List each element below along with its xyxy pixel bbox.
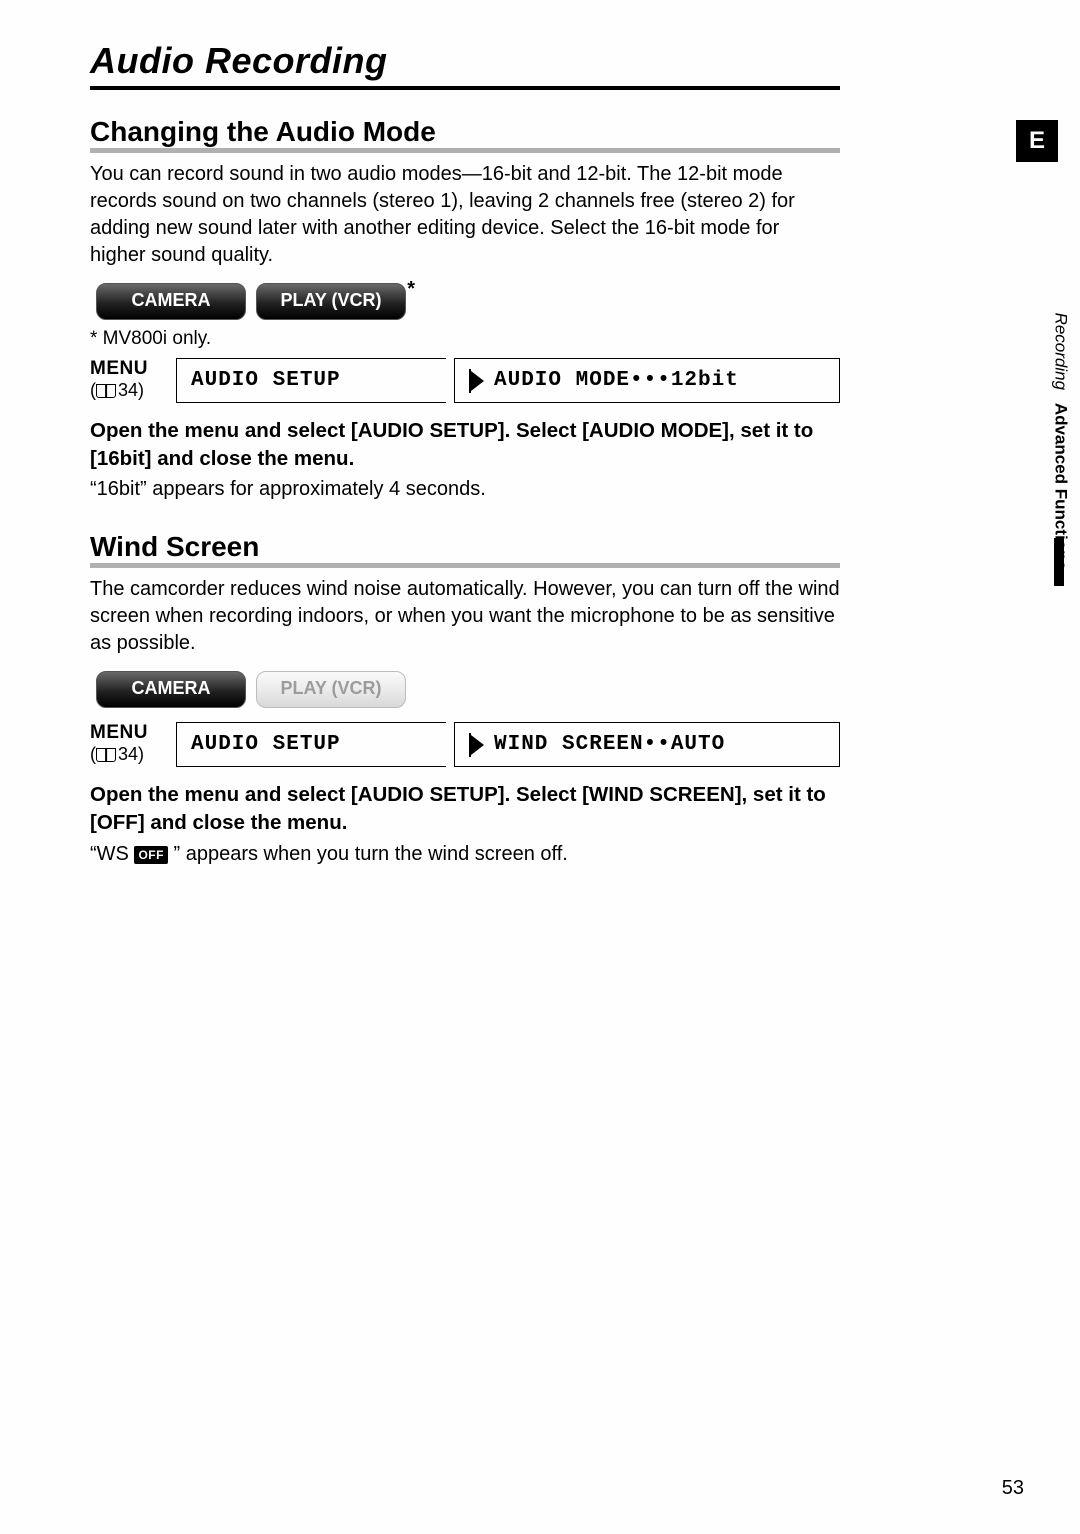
off-badge-icon: OFF bbox=[134, 846, 168, 864]
triangle-icon bbox=[471, 371, 484, 391]
section2-body: The camcorder reduces wind noise automat… bbox=[90, 576, 840, 657]
section1-body: You can record sound in two audio modes—… bbox=[90, 161, 840, 269]
menu-label-1: MENU (34) bbox=[90, 358, 168, 403]
side-label: Recording Advanced Functions bbox=[1014, 540, 1064, 840]
menu-label-2: MENU (34) bbox=[90, 722, 168, 767]
asterisk-icon: * bbox=[407, 278, 415, 301]
side-text-italic: Recording bbox=[1051, 313, 1070, 391]
book-icon bbox=[96, 384, 116, 398]
instruction-1: Open the menu and select [AUDIO SETUP]. … bbox=[90, 417, 840, 472]
setting-box-2: WIND SCREEN••AUTO bbox=[454, 722, 840, 767]
menu-title-2: MENU bbox=[90, 722, 168, 744]
section-heading-wind-screen: Wind Screen bbox=[90, 531, 840, 568]
triangle-icon bbox=[471, 735, 484, 755]
mode-row-2: CAMERA PLAY (VCR) bbox=[96, 671, 840, 708]
menu-row-1: MENU (34) AUDIO SETUP AUDIO MODE•••12bit bbox=[90, 358, 840, 403]
mode-play-pill: PLAY (VCR) * bbox=[256, 283, 406, 320]
note-2: “WS OFF ” appears when you turn the wind… bbox=[90, 841, 840, 868]
setting-box-1: AUDIO MODE•••12bit bbox=[454, 358, 840, 403]
side-text-bold: Advanced Functions bbox=[1051, 403, 1070, 570]
setting-label-2: WIND SCREEN••AUTO bbox=[494, 733, 725, 756]
mode-row-1: CAMERA PLAY (VCR) * bbox=[96, 283, 840, 320]
side-text: Recording Advanced Functions bbox=[1050, 313, 1070, 570]
instruction-2: Open the menu and select [AUDIO SETUP]. … bbox=[90, 781, 840, 836]
menu-ref-2: (34) bbox=[90, 744, 168, 765]
setting-label-1: AUDIO MODE•••12bit bbox=[494, 369, 739, 392]
menu-ref-num-1: 34 bbox=[118, 380, 138, 400]
book-icon bbox=[96, 748, 116, 762]
menu-row-2: MENU (34) AUDIO SETUP WIND SCREEN••AUTO bbox=[90, 722, 840, 767]
note-1: “16bit” appears for approximately 4 seco… bbox=[90, 476, 840, 503]
page-content: Audio Recording Changing the Audio Mode … bbox=[90, 40, 840, 896]
setup-box-2: AUDIO SETUP bbox=[176, 722, 446, 767]
mode-camera-pill-2: CAMERA bbox=[96, 671, 246, 708]
side-tab: E bbox=[1016, 120, 1058, 162]
mode-play-label: PLAY (VCR) bbox=[280, 290, 381, 310]
setup-box-1: AUDIO SETUP bbox=[176, 358, 446, 403]
menu-ref-num-2: 34 bbox=[118, 744, 138, 764]
page-title: Audio Recording bbox=[90, 40, 840, 90]
section-heading-audio-mode: Changing the Audio Mode bbox=[90, 116, 840, 153]
menu-ref-1: (34) bbox=[90, 380, 168, 401]
page-number: 53 bbox=[1002, 1477, 1024, 1500]
mode-camera-pill: CAMERA bbox=[96, 283, 246, 320]
menu-title-1: MENU bbox=[90, 358, 168, 380]
note-2-suffix: ” appears when you turn the wind screen … bbox=[168, 843, 568, 865]
footnote-1: * MV800i only. bbox=[90, 328, 840, 350]
mode-play-pill-dim: PLAY (VCR) bbox=[256, 671, 406, 708]
note-2-prefix: “WS bbox=[90, 843, 134, 865]
